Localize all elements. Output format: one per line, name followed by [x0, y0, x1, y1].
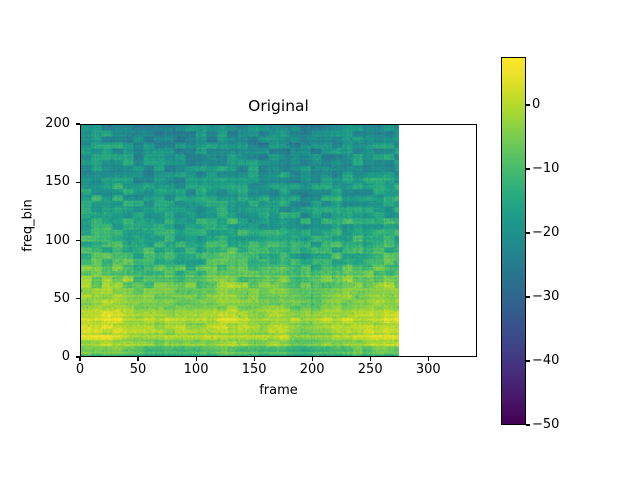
x-tick-mark [253, 357, 255, 361]
x-tick-label: 0 [75, 362, 85, 377]
colorbar-tick-mark [526, 168, 530, 170]
y-tick-mark [76, 298, 80, 300]
x-tick-mark [137, 357, 139, 361]
colorbar-tick-mark [526, 360, 530, 362]
y-tick-mark [76, 356, 80, 358]
colorbar-tick-mark [526, 424, 530, 426]
colorbar-tick-label: −40 [532, 353, 560, 368]
x-tick-mark [195, 357, 197, 361]
y-tick-label: 100 [45, 232, 70, 248]
y-tick-mark [76, 239, 80, 242]
colorbar-tick-label: −10 [532, 161, 560, 176]
x-tick-label: 50 [129, 362, 147, 377]
y-tick-mark [76, 123, 80, 125]
x-tick-mark [311, 357, 313, 361]
x-tick-label: 150 [241, 362, 267, 377]
colorbar-tick-mark [526, 232, 530, 234]
y-tick-label: 50 [53, 290, 70, 306]
y-tick-label: 0 [61, 349, 70, 364]
colorbar-gradient [502, 58, 525, 424]
colorbar-tick-label: 0 [532, 97, 541, 112]
x-axis-label: frame [259, 383, 298, 398]
colorbar-tick-mark [526, 104, 530, 106]
y-axis-label: freq_bin [20, 199, 36, 252]
x-tick-label: 250 [357, 362, 383, 377]
colorbar-tick-label: −50 [532, 417, 560, 432]
x-tick-label: 300 [415, 362, 441, 377]
colorbar-tick-mark [526, 296, 530, 298]
spectrogram-axes [80, 124, 477, 357]
x-tick-mark [369, 357, 371, 361]
x-tick-mark [427, 357, 429, 361]
y-tick-mark [76, 181, 80, 183]
x-tick-label: 200 [299, 362, 325, 377]
y-tick-label: 150 [45, 174, 70, 190]
spectrogram-image [81, 125, 400, 356]
chart-title: Original [248, 97, 309, 115]
colorbar-tick-label: −30 [532, 289, 560, 304]
x-tick-mark [79, 357, 81, 361]
colorbar [501, 57, 526, 425]
y-tick-label: 200 [45, 116, 70, 131]
colorbar-tick-label: −20 [532, 225, 560, 240]
x-tick-label: 100 [183, 362, 209, 377]
